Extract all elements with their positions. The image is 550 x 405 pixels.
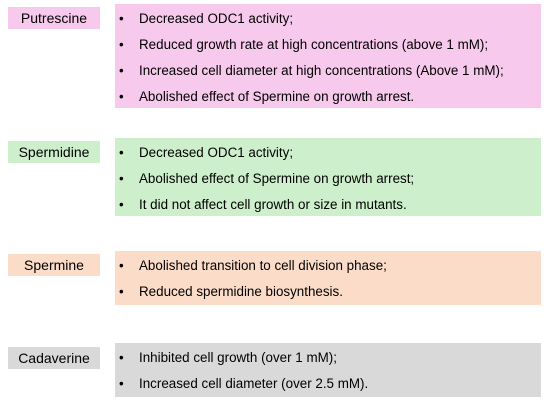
effect-text: Increased cell diameter at high concentr…: [139, 63, 504, 78]
group-label-putrescine: Putrescine: [8, 7, 100, 29]
bullet-icon: •: [119, 11, 124, 26]
group-label-cadaverine: Cadaverine: [8, 347, 100, 369]
effects-box-putrescine: • Decreased ODC1 activity; • Reduced gro…: [115, 4, 541, 108]
effect-text: Reduced growth rate at high concentratio…: [139, 37, 489, 52]
effect-item: • Increased cell diameter at high concen…: [115, 60, 541, 86]
effect-text: Abolished effect of Spermine on growth a…: [139, 171, 415, 186]
bullet-icon: •: [119, 37, 124, 52]
bullet-icon: •: [119, 171, 124, 186]
effect-item: • Decreased ODC1 activity;: [115, 8, 541, 34]
effect-text: It did not affect cell growth or size in…: [139, 197, 407, 212]
bullet-icon: •: [119, 63, 124, 78]
effect-item: • Decreased ODC1 activity;: [115, 142, 541, 168]
effect-text: Abolished transition to cell division ph…: [139, 258, 387, 273]
group-label-spermidine: Spermidine: [8, 141, 100, 163]
effect-item: • It did not affect cell growth or size …: [115, 194, 541, 220]
effect-text: Decreased ODC1 activity;: [139, 11, 294, 26]
bullet-icon: •: [119, 258, 124, 273]
effects-box-spermidine: • Decreased ODC1 activity; • Abolished e…: [115, 138, 541, 216]
bullet-icon: •: [119, 197, 124, 212]
effects-box-spermine: • Abolished transition to cell division …: [115, 251, 541, 305]
bullet-icon: •: [119, 376, 124, 391]
effect-item: • Abolished effect of Spermine on growth…: [115, 86, 541, 112]
effect-item: • Abolished transition to cell division …: [115, 255, 541, 281]
effect-item: • Increased cell diameter (over 2.5 mM).: [115, 373, 541, 399]
effect-text: Decreased ODC1 activity;: [139, 145, 294, 160]
group-label-spermine: Spermine: [8, 254, 100, 276]
effects-box-cadaverine: • Inhibited cell growth (over 1 mM); • I…: [115, 343, 541, 397]
effect-text: Increased cell diameter (over 2.5 mM).: [139, 376, 369, 391]
bullet-icon: •: [119, 350, 124, 365]
effect-item: • Reduced spermidine biosynthesis.: [115, 281, 541, 307]
effect-text: Reduced spermidine biosynthesis.: [139, 284, 343, 299]
effect-item: • Abolished effect of Spermine on growth…: [115, 168, 541, 194]
effect-text: Abolished effect of Spermine on growth a…: [139, 89, 415, 104]
effect-item: • Inhibited cell growth (over 1 mM);: [115, 347, 541, 373]
bullet-icon: •: [119, 284, 124, 299]
effect-text: Inhibited cell growth (over 1 mM);: [139, 350, 337, 365]
bullet-icon: •: [119, 89, 124, 104]
effect-item: • Reduced growth rate at high concentrat…: [115, 34, 541, 60]
bullet-icon: •: [119, 145, 124, 160]
